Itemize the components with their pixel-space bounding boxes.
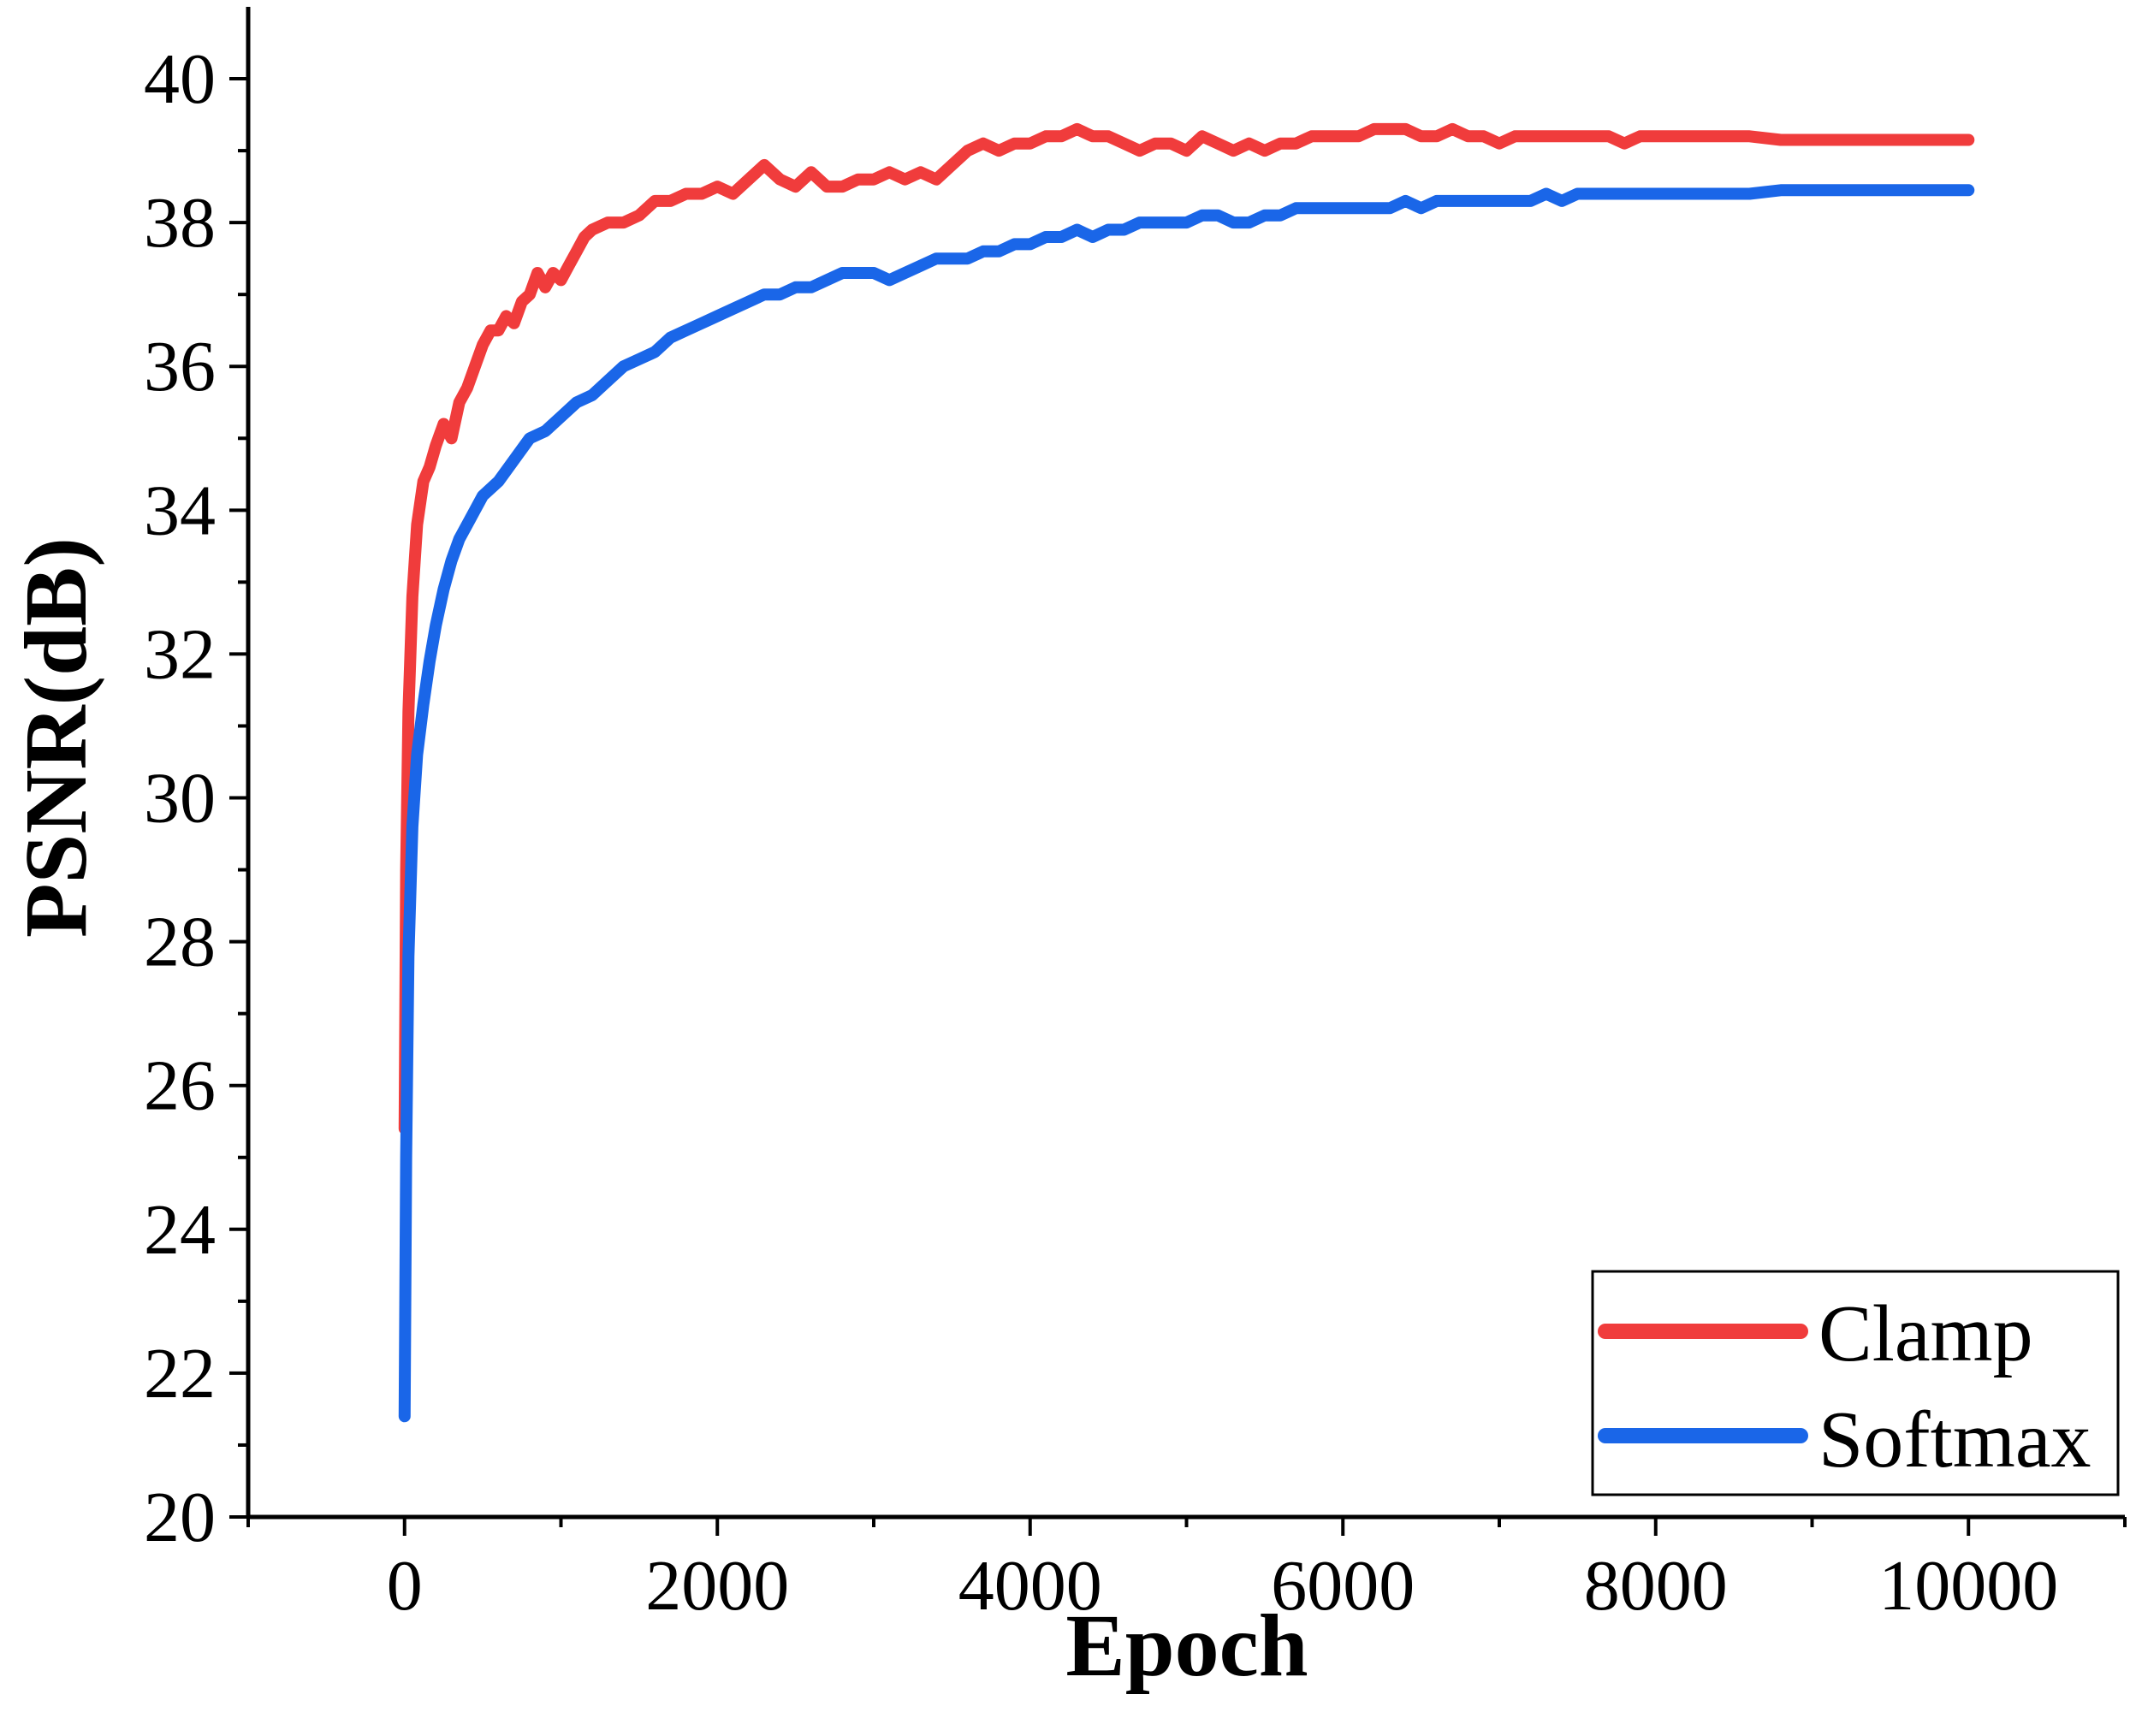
x-tick-label: 10000 [1878,1546,2058,1626]
y-tick-label: 20 [144,1478,216,1557]
series-line-softmax [398,184,1975,1423]
y-tick-label: 28 [144,903,216,982]
series-layer [398,122,1975,1423]
ticks-layer: 20 22 24 26 28 30 32 34 36 38 40 0 2000 4000 6000 8000 1… [144,39,2127,1626]
y-tick-label: 26 [144,1046,216,1126]
legend-box [1591,1270,2120,1496]
y-tick-label: 36 [144,327,216,406]
x-tick-label: 4000 [958,1546,1102,1626]
x-tick-label: 6000 [1271,1546,1415,1626]
legend: Clamp Softmax [1591,1270,2120,1496]
legend-label-clamp: Clamp [1819,1289,2033,1378]
x-tick-label: 2000 [645,1546,789,1626]
y-tick-label: 32 [144,614,216,694]
series-line-clamp [398,122,1975,1135]
x-axis-title: Epoch [1065,1597,1308,1695]
x-tick-label: 8000 [1584,1546,1728,1626]
y-tick-label: 34 [144,471,216,550]
x-tick-label: 0 [387,1546,423,1626]
y-axis-title: PSNR(dB) [7,537,105,938]
y-tick-label: 38 [144,183,216,263]
y-tick-label: 40 [144,39,216,119]
y-tick-label: 24 [144,1190,216,1270]
y-tick-label: 30 [144,759,216,838]
legend-label-softmax: Softmax [1819,1395,2091,1484]
y-tick-label: 22 [144,1334,216,1413]
